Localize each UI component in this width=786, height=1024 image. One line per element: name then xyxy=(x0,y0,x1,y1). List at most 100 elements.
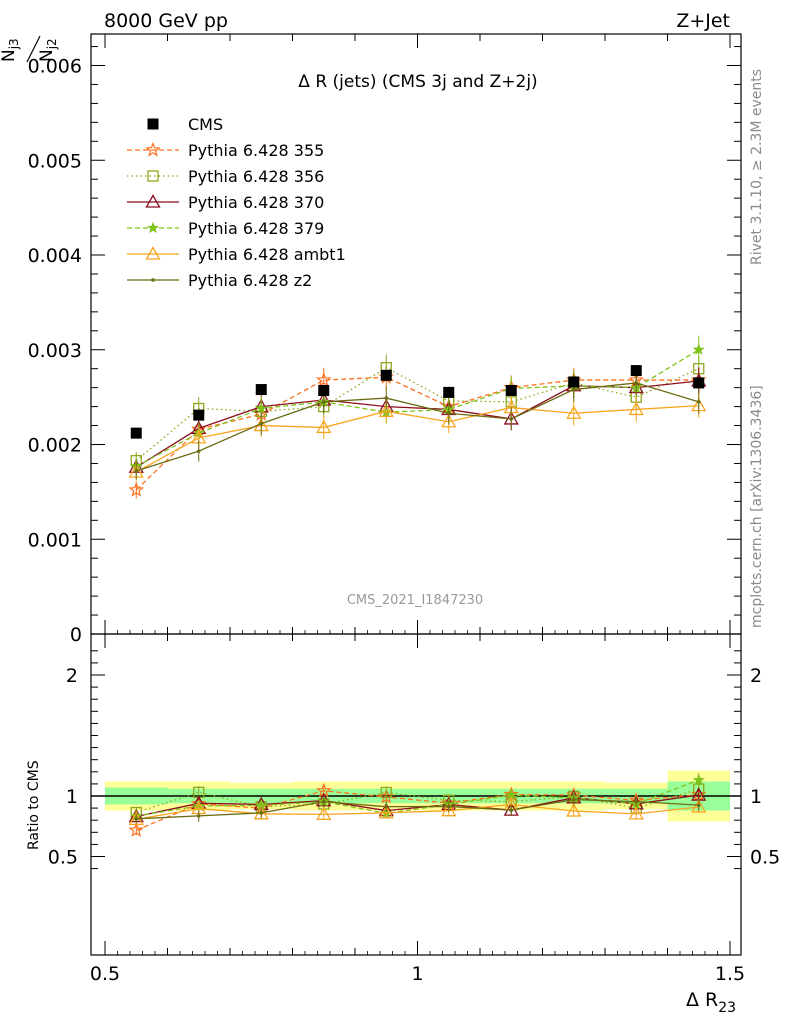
svg-text:Nj2: Nj2 xyxy=(37,38,59,62)
y-tick-label: 0 xyxy=(70,624,82,646)
legend-label: Pythia 6.428 370 xyxy=(188,193,324,212)
ratio-panel-series xyxy=(128,773,707,837)
ratio-tick-label-right: 2 xyxy=(750,665,762,687)
data-point xyxy=(128,481,145,497)
data-point xyxy=(441,413,457,428)
ratio-series-5 xyxy=(134,793,701,824)
legend-item-5: Pythia 6.428 z2 xyxy=(127,271,312,290)
cms-point xyxy=(568,376,580,388)
header-left: 8000 GeV pp xyxy=(104,10,228,32)
legend-marker xyxy=(145,141,161,157)
ratio-point xyxy=(696,803,701,807)
legend-label: Pythia 6.428 ambt1 xyxy=(188,245,346,264)
y-tick-label: 0.001 xyxy=(28,529,82,551)
ratio-point xyxy=(634,799,639,804)
legend-marker xyxy=(146,221,160,234)
legend-label: Pythia 6.428 355 xyxy=(188,141,324,160)
ratio-point xyxy=(691,799,707,813)
ratio-tick-label-right: 1 xyxy=(750,786,762,808)
y-tick-label: 0.003 xyxy=(28,340,82,362)
series-line xyxy=(135,367,700,462)
ratio-series-line xyxy=(135,790,699,831)
cms-point xyxy=(130,427,142,439)
data-point xyxy=(566,405,582,419)
series-1 xyxy=(130,354,705,470)
ratio-point xyxy=(321,799,326,804)
data-point xyxy=(628,401,644,416)
ratio-ylabel: Ratio to CMS xyxy=(26,760,42,850)
ratio-series-line xyxy=(136,803,699,821)
svg-text:Nj3: Nj3 xyxy=(0,38,21,62)
ratio-tick-label-left: 0.5 xyxy=(48,847,78,869)
chart-title: Δ R (jets) (CMS 3j and Z+2j) xyxy=(298,72,537,92)
legend-item-2: Pythia 6.428 370 xyxy=(127,193,324,212)
data-point xyxy=(571,387,576,392)
data-point xyxy=(321,400,326,404)
series-4 xyxy=(128,393,707,481)
top-panel-series xyxy=(128,335,707,499)
ratio-point xyxy=(509,808,514,812)
series-line xyxy=(136,382,699,472)
legend-marker xyxy=(145,246,161,260)
cms-point xyxy=(318,384,330,396)
x-tick-label: 1 xyxy=(411,963,423,985)
x-axis-label: Δ R23 xyxy=(686,989,736,1016)
ratio-point xyxy=(692,773,705,786)
ratio-point xyxy=(128,822,145,837)
watermark: CMS_2021_I1847230 xyxy=(347,593,483,608)
ratio-point xyxy=(441,802,457,817)
header-right: Z+Jet xyxy=(676,10,730,32)
ratio-point xyxy=(566,803,582,817)
series-line xyxy=(135,376,699,491)
legend-marker xyxy=(147,170,159,182)
legend-marker xyxy=(147,118,159,130)
ratio-point xyxy=(259,811,264,815)
cms-point xyxy=(255,384,267,396)
y-tick-label: 0.004 xyxy=(28,245,82,267)
ratio-point xyxy=(571,797,576,802)
series-cms xyxy=(130,365,705,439)
rivet-label: Rivet 3.1.10, ≥ 2.3M events xyxy=(749,69,765,265)
ratio-point xyxy=(196,814,201,818)
data-point xyxy=(259,421,264,426)
svg-text:Δ R23: Δ R23 xyxy=(686,989,736,1016)
mcplots-label: mcplots.cern.ch [arXiv:1306.3436] xyxy=(749,385,765,628)
cms-point xyxy=(693,377,705,389)
data-point xyxy=(696,400,701,404)
ratio-point xyxy=(628,806,644,820)
series-line xyxy=(135,380,699,468)
data-point xyxy=(134,469,139,473)
data-point xyxy=(384,396,389,400)
y-axis-label: Nj3 Nj2 xyxy=(0,35,59,63)
legend-marker xyxy=(145,194,161,208)
ratio-point xyxy=(380,786,392,799)
legend-label: CMS xyxy=(188,115,223,134)
legend-item-4: Pythia 6.428 ambt1 xyxy=(127,245,346,264)
x-tick-label: 0.5 xyxy=(90,963,120,985)
ratio-tick-label-right: 0.5 xyxy=(750,847,780,869)
legend-item-3: Pythia 6.428 379 xyxy=(127,219,324,238)
ratio-frame xyxy=(90,633,742,956)
y-tick-label: 0.005 xyxy=(28,150,82,172)
cms-point xyxy=(193,409,205,421)
data-point xyxy=(509,417,514,421)
legend-label: Pythia 6.428 z2 xyxy=(188,271,312,290)
ratio-series-line xyxy=(136,798,699,820)
data-point xyxy=(315,371,332,387)
data-point xyxy=(196,449,201,453)
ratio-point xyxy=(378,805,394,819)
y-tick-label: 0.006 xyxy=(28,56,82,78)
legend-item-0: Pythia 6.428 355 xyxy=(127,141,324,160)
data-point xyxy=(316,419,332,434)
legend-item-cms: CMS xyxy=(147,115,223,134)
ratio-point xyxy=(316,806,332,821)
data-point xyxy=(255,402,268,414)
ratio-point xyxy=(446,804,451,809)
legend-label: Pythia 6.428 379 xyxy=(188,219,324,238)
legend-label: Pythia 6.428 356 xyxy=(188,167,324,186)
ratio-tick-label-left: 2 xyxy=(66,665,78,687)
series-line xyxy=(135,405,699,473)
x-tick-label: 1.5 xyxy=(715,963,745,985)
ratio-point xyxy=(384,804,389,809)
